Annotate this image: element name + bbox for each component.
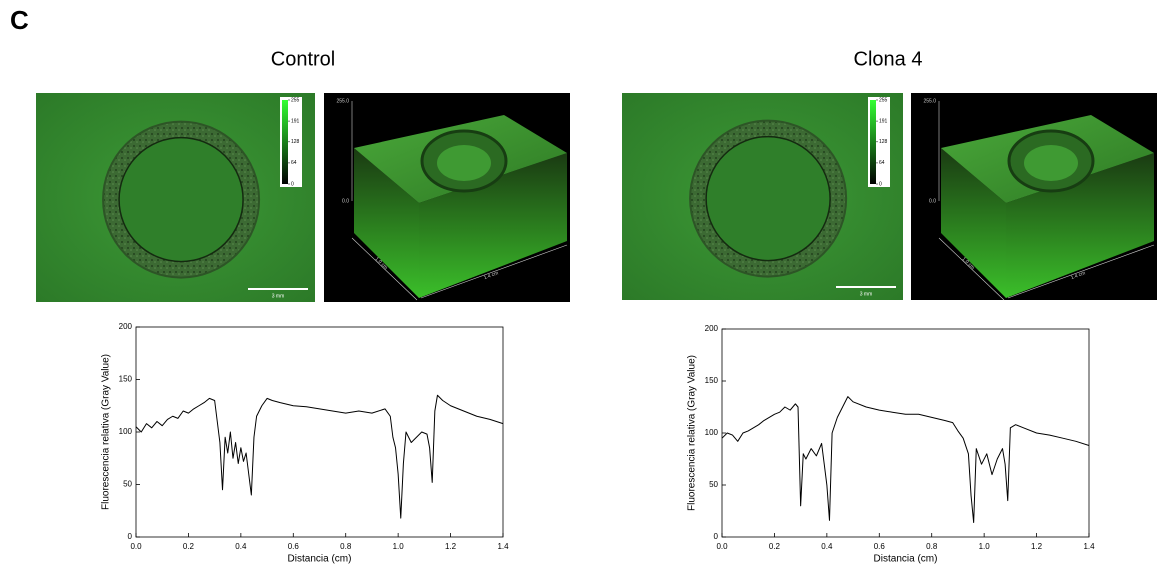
y-tick-label: 0 — [714, 532, 719, 541]
y-axis-label: Fluorescencia relativa (Gray Value) — [101, 354, 112, 510]
colorbar-tick-label: 191 — [879, 118, 888, 124]
colorbar — [870, 100, 876, 184]
scale-bar-label: 3 mm — [272, 293, 285, 299]
colorbar-tick-label: 64 — [291, 160, 297, 166]
x-tick-label: 1.2 — [445, 542, 457, 551]
y-tick-label: 200 — [705, 324, 719, 333]
well — [705, 135, 831, 262]
colorbar-tick-label: 191 — [291, 118, 300, 124]
x-axis-label: Distancia (cm) — [288, 554, 352, 565]
profile-line — [135, 394, 504, 519]
scale-bar-label: 3 mm — [860, 291, 873, 297]
surface-right-face — [419, 153, 567, 298]
y-tick-label: 50 — [123, 480, 132, 489]
surface-center — [437, 145, 491, 181]
surface-z-bottom: 0.0 — [342, 198, 349, 204]
surface-x-axis — [420, 244, 568, 299]
x-tick-label: 1.4 — [497, 542, 509, 551]
surface-left-face — [354, 148, 419, 298]
colorbar-tick-label: 255 — [879, 97, 888, 103]
x-tick-label: 1.4 — [1083, 542, 1095, 551]
x-tick-label: 0.0 — [716, 542, 728, 551]
surface-z-top: 255.0 — [336, 98, 349, 104]
surface-y-axis — [351, 237, 418, 301]
y-tick-label: 200 — [119, 322, 133, 331]
surface-y-axis — [938, 237, 1005, 301]
surface-right-face — [1006, 153, 1154, 298]
well — [118, 136, 244, 263]
surface-center — [1024, 145, 1078, 181]
plot-frame — [135, 326, 504, 538]
y-tick-label: 150 — [119, 375, 133, 384]
surface-x-label: 1.4 cm — [483, 270, 499, 281]
x-tick-label: 0.4 — [235, 542, 247, 551]
x-tick-label: 0.8 — [926, 542, 938, 551]
colorbar-tick-label: 0 — [291, 181, 294, 187]
chart-title: Control — [271, 48, 335, 70]
y-tick-label: 100 — [705, 428, 719, 437]
x-tick-label: 0.4 — [821, 542, 833, 551]
x-tick-label: 0.0 — [130, 542, 142, 551]
colorbar-tick-label: 0 — [879, 181, 882, 187]
x-tick-label: 0.2 — [183, 542, 195, 551]
x-tick-label: 1.0 — [979, 542, 991, 551]
x-tick-label: 1.2 — [1031, 542, 1043, 551]
profile-line — [721, 396, 1090, 523]
plot-frame — [721, 328, 1090, 538]
panel-label: C — [10, 5, 29, 35]
x-tick-label: 0.8 — [340, 542, 352, 551]
colorbar — [282, 100, 288, 184]
y-axis-label: Fluorescencia relativa (Gray Value) — [687, 355, 698, 511]
x-tick-label: 0.6 — [874, 542, 886, 551]
x-axis-label: Distancia (cm) — [874, 554, 938, 565]
surface-x-axis — [1007, 244, 1155, 299]
surface-left-face — [941, 148, 1006, 298]
x-tick-label: 0.2 — [769, 542, 781, 551]
y-tick-label: 0 — [128, 532, 133, 541]
surface-z-bottom: 0.0 — [929, 198, 936, 204]
colorbar-tick-label: 64 — [879, 160, 885, 166]
y-tick-label: 50 — [709, 480, 718, 489]
x-tick-label: 0.6 — [288, 542, 300, 551]
y-tick-label: 100 — [119, 427, 133, 436]
colorbar-tick-label: 128 — [879, 139, 888, 145]
colorbar-tick-label: 255 — [291, 97, 300, 103]
y-tick-label: 150 — [705, 376, 719, 385]
x-tick-label: 1.0 — [393, 542, 405, 551]
colorbar-tick-label: 128 — [291, 139, 300, 145]
surface-x-label: 1.4 cm — [1070, 270, 1086, 281]
chart-title: Clona 4 — [854, 48, 923, 70]
surface-z-top: 255.0 — [923, 98, 936, 104]
